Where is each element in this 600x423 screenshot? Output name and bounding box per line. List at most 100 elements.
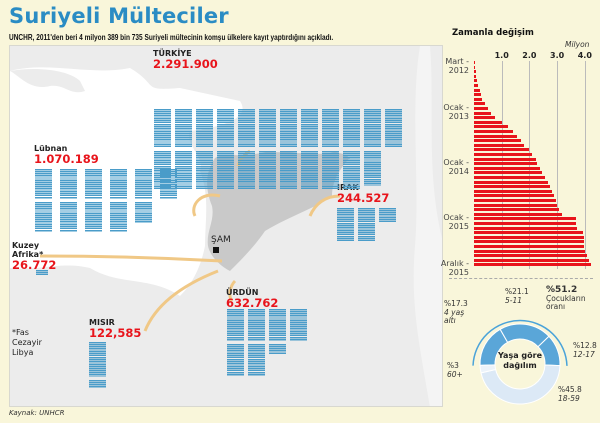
arrow-lebanon <box>192 193 221 217</box>
country-name: MISIR <box>89 318 115 327</box>
time-bar <box>474 212 563 216</box>
time-bar <box>474 208 560 212</box>
y-label-line: 2013 <box>448 112 469 121</box>
gridline <box>584 61 586 269</box>
time-bar <box>474 189 553 193</box>
refugee-block <box>60 202 77 232</box>
time-bar <box>474 116 496 120</box>
refugee-block <box>89 342 106 377</box>
time-bar <box>474 102 485 106</box>
footnote-line: Libya <box>12 348 34 357</box>
refugee-block <box>248 344 265 376</box>
refugee-block <box>175 151 192 189</box>
country-north-africa: Kuzey Afrika* 26.772 <box>12 241 56 271</box>
y-label-line: 2015 <box>448 222 469 232</box>
children-arc <box>472 319 568 366</box>
refugee-block <box>36 270 48 275</box>
y-axis-label: Ocak -2014 <box>433 158 469 176</box>
country-value: 244.527 <box>337 191 390 205</box>
time-bar <box>474 217 577 221</box>
time-bar <box>474 254 587 258</box>
donut-center-label: Yaşa göre dağılım <box>498 351 542 370</box>
y-label-line: 2014 <box>448 167 469 177</box>
time-bar <box>474 194 555 198</box>
refugee-block <box>217 151 234 189</box>
pct: %3 <box>447 361 459 370</box>
label-12-17: %12.8 12-17 <box>573 341 597 359</box>
refugee-pictogram-blocks <box>10 46 442 406</box>
donut-title: Yaşa göre dağılım <box>498 351 542 370</box>
time-bar <box>474 203 557 207</box>
refugee-block <box>364 151 381 186</box>
refugee-block <box>154 109 171 147</box>
country-value: 26.772 <box>12 258 57 272</box>
refugee-block <box>343 109 360 147</box>
label-children: %51.2 Çocukların oranı <box>546 286 586 312</box>
time-bar <box>474 125 509 129</box>
refugee-block <box>280 109 297 147</box>
country-name: Kuzey Afrika* <box>12 241 44 259</box>
time-chart-title: Zamanla değişim <box>452 28 534 38</box>
y-label-line: Ocak - <box>443 158 469 168</box>
time-bar <box>474 120 502 124</box>
time-bar <box>474 139 521 143</box>
refugee-block <box>175 109 192 147</box>
refugee-block <box>227 309 244 341</box>
label-5-11: %21.1 5-11 <box>505 287 529 305</box>
time-bar <box>474 245 585 249</box>
y-label-line: Ocak - <box>443 103 469 112</box>
y-label-line: Aralık - <box>440 259 469 269</box>
refugee-block <box>290 309 307 341</box>
unit-label: Milyon <box>565 40 590 49</box>
time-bar <box>474 180 549 184</box>
time-bar <box>474 130 513 134</box>
time-bar <box>474 107 488 111</box>
time-bar <box>474 134 517 138</box>
time-bar <box>474 93 481 97</box>
pct: %21.1 <box>505 287 529 296</box>
age-range: 12-17 <box>573 349 595 359</box>
time-bar <box>474 199 556 203</box>
arrow-iraq <box>308 194 341 217</box>
x-tick-label: 1.0 <box>494 51 509 60</box>
time-bar <box>474 258 589 262</box>
country-value: 632.762 <box>226 296 279 310</box>
divider <box>449 278 593 279</box>
refugee-block <box>196 109 213 147</box>
refugee-block <box>301 151 318 189</box>
x-tick-label: 4.0 <box>577 51 592 60</box>
annotation-line: Çocukların <box>546 293 586 303</box>
y-axis-label: Aralık -2015 <box>433 259 469 277</box>
time-bar <box>474 231 583 235</box>
persian-gulf-region <box>413 46 442 406</box>
arrow-egypt <box>143 269 219 332</box>
donut-slice <box>479 364 497 374</box>
country-value: 2.291.900 <box>153 57 218 71</box>
x-tick-label: 2.0 <box>522 51 537 60</box>
arrow-jordan <box>228 279 237 302</box>
time-bar <box>474 222 577 226</box>
refugee-block <box>269 344 286 355</box>
refugee-block <box>196 151 213 189</box>
refugee-block <box>227 344 244 376</box>
country-lebanon: Lübnan 1.070.189 <box>34 144 99 165</box>
country-value: 122,585 <box>89 326 142 340</box>
refugee-block <box>301 109 318 147</box>
time-bar <box>474 148 530 152</box>
time-bar <box>474 157 536 161</box>
refugee-block <box>110 169 127 199</box>
time-bar <box>474 166 540 170</box>
time-bar <box>474 84 478 88</box>
country-jordan: ÜRDÜN 632.762 <box>226 288 278 309</box>
country-value: 1.070.189 <box>34 152 99 166</box>
time-bar <box>474 235 584 239</box>
country-name: TÜRKİYE <box>153 49 192 58</box>
y-label-line: Ocak - <box>443 213 469 223</box>
label-18-59: %45.8 18-59 <box>558 385 582 403</box>
annotation-line: oranı <box>546 302 566 311</box>
time-bar <box>474 74 476 78</box>
time-bar <box>474 226 578 230</box>
country-egypt: MISIR 122,585 <box>89 318 141 339</box>
footnote-line: Cezayir <box>12 338 42 347</box>
refugee-block <box>160 169 177 199</box>
